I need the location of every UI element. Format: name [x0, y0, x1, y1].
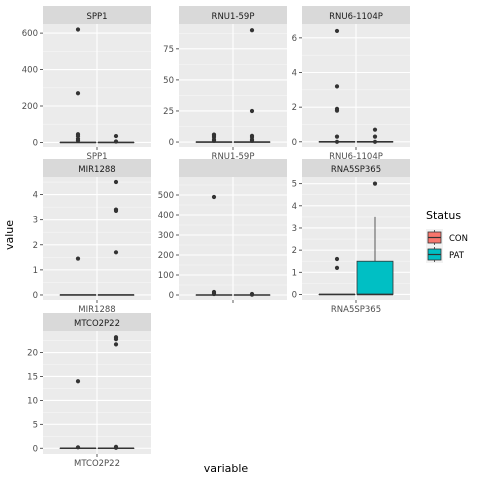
y-tick-label: 25	[163, 107, 174, 117]
outlier-point	[250, 109, 254, 113]
y-tick-label: 4	[292, 69, 297, 79]
panel-title: RNU6-1104P	[329, 12, 383, 22]
y-tick-label: 1	[292, 268, 297, 278]
y-tick-label: 50	[163, 76, 174, 86]
y-tick-label: 2	[33, 241, 38, 251]
y-tick-label: 2	[292, 103, 297, 113]
y-tick-label: 0	[33, 291, 38, 301]
y-tick-label: 4	[33, 191, 38, 201]
x-tick-label: MTCO2P22	[74, 459, 120, 469]
y-tick-label: 5	[33, 420, 38, 430]
outlier-point	[373, 140, 377, 144]
y-tick-label: 0	[292, 290, 297, 300]
y-tick-label: 3	[292, 224, 297, 234]
outlier-point	[335, 29, 339, 33]
outlier-point	[250, 28, 254, 32]
y-tick-label: 0	[33, 444, 38, 454]
outlier-point	[335, 140, 339, 144]
y-tick-label: 100	[158, 271, 174, 281]
y-tick-label: 0	[169, 138, 174, 148]
y-tick-label: 500	[158, 191, 174, 201]
y-tick-label: 6	[292, 34, 297, 44]
legend-title: Status	[426, 209, 461, 222]
outlier-point	[76, 139, 80, 143]
outlier-point	[335, 266, 339, 270]
outlier-point	[76, 91, 80, 95]
legend-item-con: CON	[426, 229, 468, 246]
outlier-point	[212, 292, 216, 296]
outlier-point	[76, 256, 80, 260]
y-tick-label: 200	[158, 251, 174, 261]
y-tick-label: 600	[22, 29, 38, 39]
y-tick-label: 0	[33, 138, 38, 148]
panel-title: RNA5SP365	[331, 165, 381, 175]
box-iqr	[357, 261, 393, 294]
outlier-point	[335, 84, 339, 88]
y-tick-label: 200	[22, 102, 38, 112]
panel-strip	[179, 159, 287, 177]
y-tick-label: 0	[169, 291, 174, 301]
outlier-point	[114, 180, 118, 184]
panel-title: MTCO2P22	[74, 319, 120, 329]
y-tick-label: 3	[33, 216, 38, 226]
y-tick-label: 300	[158, 231, 174, 241]
y-tick-label: 75	[163, 45, 174, 55]
outlier-point	[76, 379, 80, 383]
outlier-point	[114, 342, 118, 346]
legend-entries: CON PAT	[426, 229, 468, 263]
panel-6: RNA5SP365 0 1 2 3 4 5 RNA5SP365	[292, 159, 410, 315]
outlier-point	[76, 445, 80, 449]
outlier-point	[373, 182, 377, 186]
outlier-point	[335, 109, 339, 113]
y-tick-label: 400	[22, 66, 38, 76]
outlier-point	[212, 139, 216, 143]
outlier-point	[76, 27, 80, 31]
outlier-point	[250, 139, 254, 143]
panel-title: MIR1288	[78, 165, 115, 175]
legend-item-pat: PAT	[426, 246, 465, 263]
y-tick-label: 5	[292, 180, 297, 190]
outlier-point	[114, 134, 118, 138]
outlier-point	[114, 250, 118, 254]
x-axis-title: variable	[204, 462, 249, 475]
outlier-point	[373, 128, 377, 132]
panel-7: MTCO2P22 0 5 10 15 20 MTCO2P22	[27, 313, 151, 469]
y-tick-label: 15	[27, 372, 38, 382]
outlier-point	[335, 135, 339, 139]
outlier-point	[373, 135, 377, 139]
panels-layer: SPP10200400600SPP1RNU1-59P0255075RNU1-59…	[22, 6, 410, 469]
outlier-point	[335, 257, 339, 261]
y-tick-label: 2	[292, 246, 297, 256]
legend-label: PAT	[449, 251, 465, 261]
panel-title: RNU1-59P	[212, 12, 255, 22]
outlier-point	[212, 195, 216, 199]
panel-title: SPP1	[86, 12, 107, 22]
outlier-point	[250, 293, 254, 297]
outlier-point	[114, 139, 118, 143]
y-tick-label: 10	[27, 396, 38, 406]
y-tick-label: 400	[158, 211, 174, 221]
outlier-point	[114, 446, 118, 450]
outlier-point	[114, 209, 118, 213]
legend-label: CON	[449, 234, 468, 244]
panel-5: 0 100 200 300 400 500	[158, 159, 287, 303]
y-tick-label: 0	[292, 138, 297, 148]
outlier-point	[114, 337, 118, 341]
legend: Status CON PAT	[426, 209, 468, 263]
y-axis-title: value	[3, 220, 16, 250]
y-tick-label: 1	[33, 266, 38, 276]
x-tick-label: RNA5SP365	[331, 305, 381, 315]
y-tick-label: 20	[27, 349, 38, 359]
y-tick-label: 4	[292, 202, 297, 212]
